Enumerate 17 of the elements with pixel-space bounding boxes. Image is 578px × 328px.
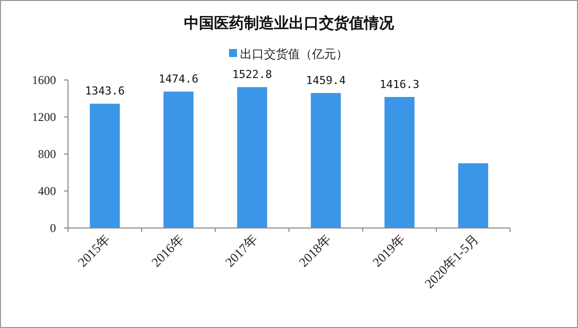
bar: [90, 104, 120, 228]
y-tick-label: 0: [50, 221, 56, 235]
y-tick-label: 400: [38, 184, 56, 198]
bar: [237, 87, 268, 228]
y-tick-label: 800: [38, 147, 56, 161]
data-label: 1343.6: [84, 84, 125, 98]
data-label: 1522.8: [232, 68, 272, 82]
bar: [310, 93, 341, 228]
bar: [164, 92, 194, 228]
y-tick-label: 1200: [32, 110, 56, 124]
bar: [458, 163, 488, 228]
bar: [384, 96, 414, 228]
data-label: 1416.3: [380, 78, 420, 91]
chart-title: 中国医药制造业出口交货值情况: [184, 14, 395, 32]
data-label: 1474.6: [158, 72, 198, 86]
y-tick-label: 1600: [32, 73, 56, 87]
data-label: 1459.4: [306, 74, 346, 88]
